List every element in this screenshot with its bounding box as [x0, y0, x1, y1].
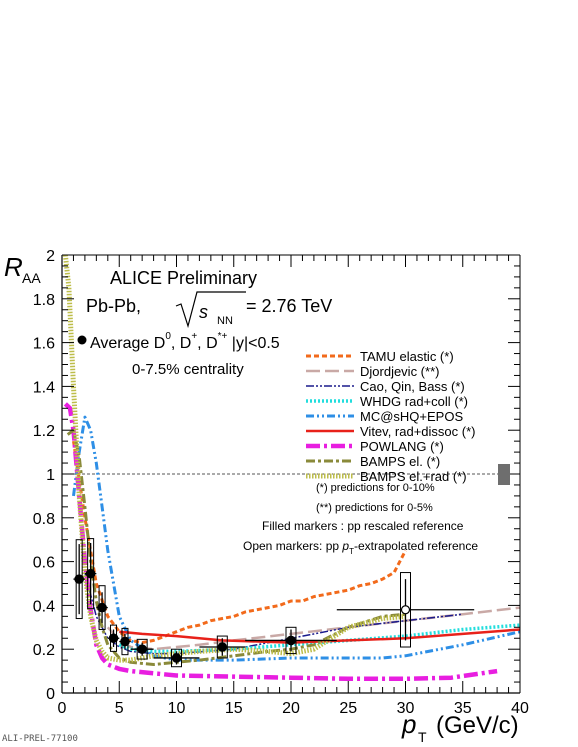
x-tick-label: 25	[339, 700, 357, 717]
note-predictions-0-5: (**) predictions for 0-5%	[316, 502, 433, 514]
data-point	[286, 635, 296, 646]
legend-label: BAMPS el. (*)	[360, 454, 440, 469]
energy-value: = 2.76 TeV	[246, 296, 332, 316]
y-tick-label: 1.8	[33, 292, 55, 309]
model-curve	[72, 415, 521, 662]
data-point	[120, 636, 130, 647]
y-tick-label: 1.2	[33, 423, 55, 440]
model-curve	[118, 623, 521, 654]
chart-title: ALICE Preliminary	[110, 268, 257, 288]
legend-label: POWLANG (*)	[360, 439, 444, 454]
collision-system: Pb-Pb,	[86, 296, 141, 316]
data-point	[74, 574, 84, 584]
data-point	[171, 653, 182, 663]
legend-label: TAMU elastic (*)	[360, 349, 454, 364]
x-tick-label: 15	[225, 700, 243, 717]
x-tick-label: 5	[115, 700, 124, 717]
axes: 0 5 10 15 20 25 30 35 40 0 0.2 0.4 0.6 0.8 1 1.2 1.4 1.6 1…	[33, 248, 529, 717]
legend-label: BAMPS el.+rad (*)	[360, 469, 467, 484]
data-point	[108, 633, 119, 644]
x-tick-label: 10	[168, 700, 186, 717]
data-label: Average D0, D+, D*+ |y|<0.5	[90, 331, 280, 352]
data-point	[85, 568, 96, 579]
x-tick-label: 40	[511, 700, 529, 717]
legend-label: Djordjevic (**)	[360, 364, 439, 379]
y-tick-label: 1	[46, 467, 55, 484]
legend-label: Cao, Qin, Bass (*)	[360, 379, 465, 394]
model-curve	[66, 428, 406, 666]
sqrt-symbol	[175, 291, 246, 329]
x-tick-label: 30	[397, 700, 415, 717]
y-tick-label: 0	[46, 686, 55, 703]
y-tick-label: 0.8	[33, 511, 55, 528]
model-curves	[62, 254, 521, 682]
y-tick-label: 2	[46, 248, 55, 265]
note-predictions-0-10: (*) predictions for 0-10%	[316, 482, 435, 494]
legend: TAMU elastic (*)Djordjevic (**)Cao, Qin,…	[306, 349, 475, 484]
legend-label: MC@sHQ+EPOS	[360, 409, 463, 424]
data-points	[73, 538, 475, 668]
x-axis-label-subscript: T	[418, 729, 427, 745]
x-tick-label: 0	[58, 700, 67, 717]
y-tick-label: 1.6	[33, 336, 55, 353]
data-point	[97, 602, 107, 613]
data-point-open	[400, 605, 411, 615]
x-tick-label: 20	[282, 700, 300, 717]
legend-marker-filled	[77, 335, 87, 345]
centrality-label: 0-7.5% centrality	[132, 361, 244, 378]
y-tick-label: 0.2	[33, 642, 55, 659]
data-point	[137, 644, 147, 654]
legend-label: Vitev, rad+dissoc (*)	[360, 424, 475, 439]
legend-label: WHDG rad+coll (*)	[360, 394, 468, 409]
y-axis-label-subscript: AA	[22, 270, 41, 286]
x-tick-label: 35	[454, 700, 472, 717]
x-axis-unit: (GeV/c)	[436, 712, 519, 739]
y-tick-label: 0.4	[33, 598, 55, 615]
normalization-uncertainty-box	[498, 464, 510, 485]
model-curve	[62, 254, 406, 663]
y-tick-label: 0.6	[33, 555, 55, 572]
energy-variable: s	[199, 302, 208, 322]
energy-subscript: NN	[217, 315, 233, 327]
note-open-markers: Open markers: pp pT-extrapolated referen…	[243, 539, 478, 556]
y-tick-label: 1.4	[33, 379, 55, 396]
x-axis-label: p	[401, 709, 416, 739]
y-axis-label: R	[4, 252, 23, 282]
preliminary-id: ALI-PREL-77100	[2, 734, 78, 744]
data-point	[217, 642, 228, 652]
note-filled-markers: Filled markers : pp rescaled reference	[262, 519, 464, 533]
